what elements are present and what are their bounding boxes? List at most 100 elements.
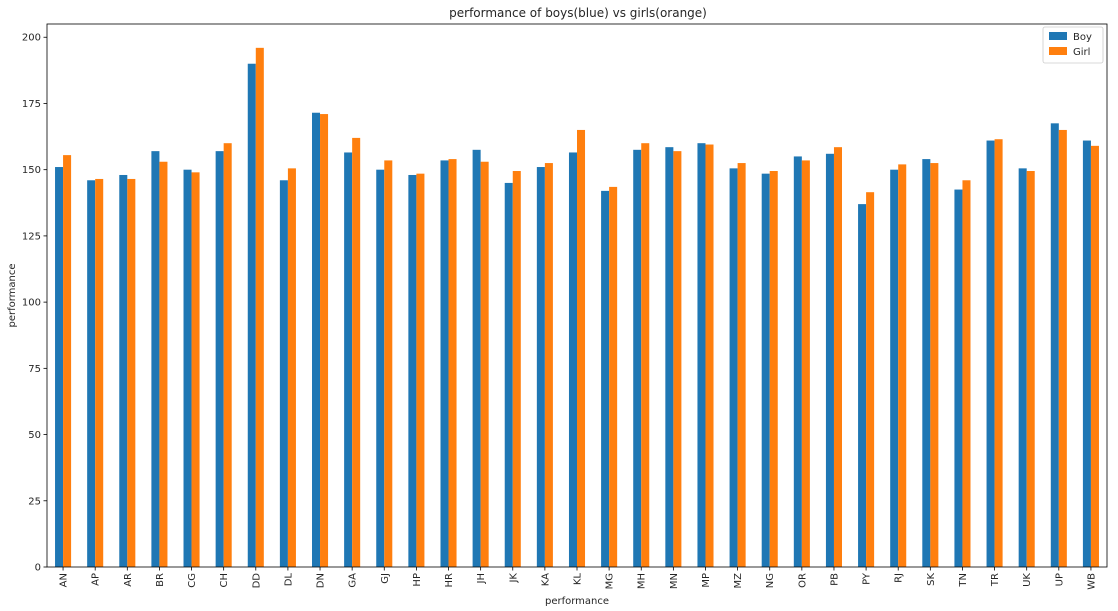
bar-girl-up — [1058, 129, 1067, 567]
x-tick-label: TR — [990, 573, 1001, 587]
y-axis-ticks: 0 25 50 75 100 125 150 175 200 — [22, 33, 47, 574]
bar-girl-kl — [577, 129, 586, 567]
bar-boy-dl — [279, 180, 288, 567]
bar-boy-wb — [1082, 140, 1091, 568]
bar-boy-ng — [761, 173, 770, 567]
y-tick-label: 0 — [35, 563, 41, 574]
bar-girl-mp — [705, 144, 714, 567]
x-tick-label: JH — [476, 573, 487, 584]
y-tick-label: 125 — [22, 231, 41, 242]
x-tick-label: KA — [540, 573, 551, 586]
x-tick-label: DN — [316, 573, 327, 588]
bar-boy-mg — [601, 190, 610, 567]
bar-girl-br — [159, 161, 168, 568]
x-tick-label: AP — [91, 573, 102, 586]
legend-swatch-boy — [1049, 32, 1067, 40]
bar-girl-tr — [994, 139, 1003, 567]
y-tick-label: 200 — [22, 33, 41, 44]
bar-boy-mh — [633, 149, 642, 567]
x-axis-ticks: AN AP AR BR CG CH DD DL DN GA GJ HP HR JH JK KA KL MG MH MN… — [59, 567, 1097, 590]
bar-boy-sk — [922, 159, 931, 567]
x-tick-label: UP — [1054, 573, 1065, 586]
bar-girl-ng — [769, 171, 778, 567]
x-tick-label: GA — [348, 573, 359, 588]
x-tick-label: MH — [637, 573, 648, 589]
bar-boy-uk — [1018, 168, 1027, 568]
x-tick-label: PY — [862, 572, 873, 585]
bar-boy-mn — [665, 147, 674, 568]
bar-girl-uk — [1026, 171, 1035, 567]
bar-girl-cg — [191, 172, 200, 567]
x-axis-label: performance — [545, 596, 609, 607]
bar-girl-sk — [930, 163, 939, 567]
chart-title: performance of boys(blue) vs girls(orang… — [449, 6, 707, 20]
bar-girl-dd — [255, 47, 264, 567]
legend-label-girl: Girl — [1073, 47, 1090, 58]
bar-boy-ap — [87, 180, 96, 567]
y-tick-label: 25 — [28, 496, 41, 507]
bar-boy-mz — [729, 168, 738, 568]
bar-girl-ka — [544, 163, 553, 567]
legend-label-boy: Boy — [1073, 32, 1092, 43]
bar-boy-dd — [247, 63, 256, 567]
x-tick-label: SK — [926, 573, 937, 586]
bar-girl-ap — [95, 178, 104, 567]
x-tick-label: MN — [669, 573, 680, 589]
bar-boy-rj — [890, 169, 899, 567]
bar-boy-or — [793, 156, 802, 567]
bar-boy-ar — [119, 174, 128, 568]
bars-group — [55, 47, 1099, 568]
bar-boy-ga — [344, 152, 353, 567]
y-tick-label: 100 — [22, 298, 41, 309]
bar-girl-or — [801, 160, 810, 567]
bar-boy-py — [858, 204, 867, 568]
bar-girl-mg — [609, 186, 618, 567]
bar-boy-ka — [536, 167, 545, 567]
x-tick-label: AN — [59, 573, 70, 587]
bar-boy-ch — [215, 151, 224, 567]
x-tick-label: MZ — [733, 573, 744, 589]
bar-girl-dl — [287, 168, 296, 568]
bar-girl-tn — [962, 180, 971, 567]
y-tick-label: 150 — [22, 165, 41, 176]
bar-girl-ch — [223, 143, 232, 567]
x-tick-label: KL — [573, 573, 584, 586]
legend-swatch-girl — [1049, 47, 1067, 55]
x-tick-label: OR — [797, 573, 808, 588]
bar-boy-jk — [504, 182, 513, 568]
bar-boy-hp — [408, 174, 417, 568]
bar-boy-mp — [697, 143, 706, 567]
x-tick-label: AR — [123, 573, 134, 587]
bar-girl-py — [866, 192, 875, 567]
bar-boy-up — [1050, 123, 1059, 567]
bar-girl-hp — [416, 173, 425, 567]
x-tick-label: NG — [765, 573, 776, 588]
x-tick-label: GJ — [380, 573, 391, 584]
y-tick-label: 175 — [22, 99, 41, 110]
x-tick-label: HR — [444, 573, 455, 588]
x-tick-label: CH — [219, 573, 230, 588]
x-tick-label: DD — [251, 573, 262, 589]
y-axis-label: performance — [7, 263, 18, 327]
bar-boy-tn — [954, 189, 963, 568]
bar-boy-gj — [376, 169, 385, 567]
bar-boy-an — [55, 167, 64, 567]
bar-girl-jk — [512, 171, 521, 567]
y-tick-label: 50 — [28, 430, 41, 441]
x-tick-label: WB — [1086, 573, 1097, 590]
bar-girl-gj — [384, 160, 393, 567]
bar-girl-ar — [127, 178, 136, 567]
bar-girl-dn — [320, 114, 329, 567]
bar-girl-mn — [673, 151, 682, 567]
x-tick-label: JK — [508, 573, 519, 584]
bar-girl-rj — [898, 164, 907, 567]
bar-girl-an — [63, 155, 72, 568]
bar-girl-hr — [448, 159, 457, 567]
bar-boy-hr — [440, 160, 449, 567]
bar-boy-tr — [986, 140, 995, 568]
x-tick-label: RJ — [894, 573, 905, 583]
legend: Boy Girl — [1042, 26, 1104, 64]
axes-frame — [46, 23, 1108, 568]
bar-girl-mz — [737, 163, 746, 567]
